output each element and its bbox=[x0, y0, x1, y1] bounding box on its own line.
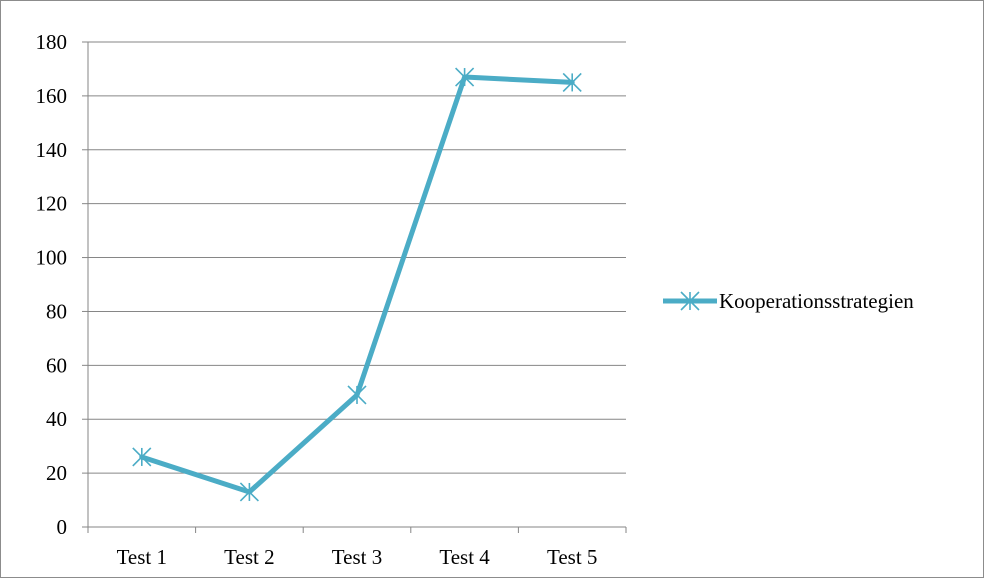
y-tick-label: 160 bbox=[36, 84, 68, 108]
legend-label: Kooperationsstrategien bbox=[719, 289, 914, 313]
legend-asterisk bbox=[680, 291, 700, 311]
y-tick-label: 180 bbox=[36, 30, 68, 54]
data-point-marker bbox=[347, 385, 367, 405]
y-tick-label: 140 bbox=[36, 138, 68, 162]
x-axis-ticks: Test 1 Test 2 Test 3 Test 4 Test 5 bbox=[87, 527, 627, 569]
x-tick-label: Test 2 bbox=[224, 545, 274, 569]
legend: Kooperationsstrategien bbox=[663, 289, 914, 313]
x-tick-label: Test 4 bbox=[439, 545, 490, 569]
x-tick-label: Test 1 bbox=[117, 545, 167, 569]
y-axis-ticks: 0 20 40 60 80 100 120 140 160 180 bbox=[36, 30, 88, 539]
gridlines bbox=[88, 41, 626, 474]
data-point-marker bbox=[239, 482, 259, 502]
x-tick-label: Test 5 bbox=[547, 545, 597, 569]
axes bbox=[87, 42, 626, 528]
series-kooperationsstrategien bbox=[132, 67, 582, 502]
y-tick-label: 120 bbox=[36, 192, 68, 216]
x-tick-label: Test 3 bbox=[332, 545, 382, 569]
y-tick-label: 80 bbox=[46, 299, 67, 323]
legend-marker-icon bbox=[680, 291, 700, 311]
data-point-marker bbox=[455, 67, 475, 87]
data-point-marker bbox=[132, 447, 152, 467]
y-tick-label: 20 bbox=[46, 461, 67, 485]
data-point-marker bbox=[562, 72, 582, 92]
y-tick-label: 100 bbox=[36, 246, 68, 270]
y-tick-label: 0 bbox=[57, 515, 68, 539]
y-tick-label: 40 bbox=[46, 407, 67, 431]
y-tick-label: 60 bbox=[46, 353, 67, 377]
series-line bbox=[139, 74, 575, 495]
